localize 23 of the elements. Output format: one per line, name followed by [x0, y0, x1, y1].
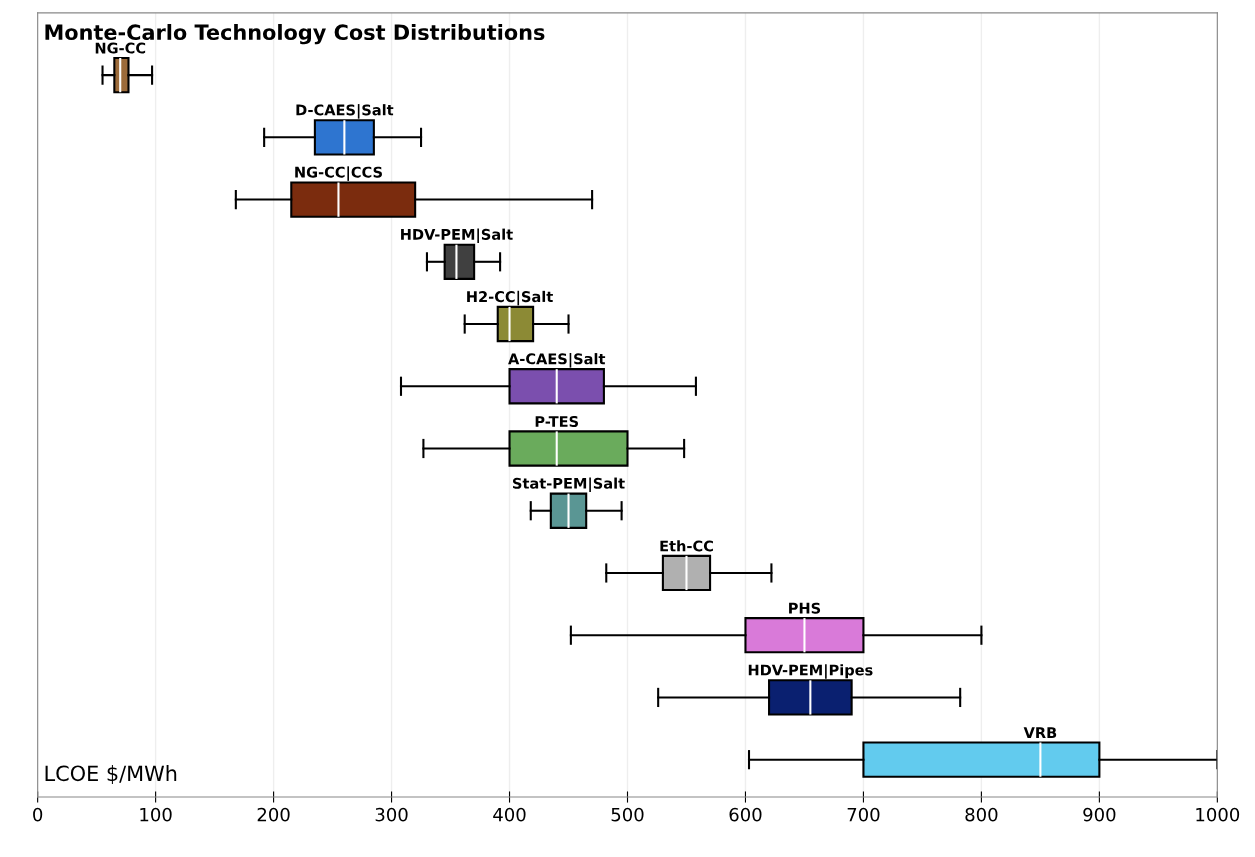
y-tick-label: VRB — [1023, 727, 1057, 738]
x-tick-label: 100 — [140, 807, 172, 822]
x-axis-title: LCOE $/MWh — [45, 765, 177, 784]
x-tick-label: 600 — [729, 807, 762, 822]
y-tick-label: HDV-PEM|Salt — [401, 228, 513, 244]
y-tick-label: D-CAES|Salt — [296, 104, 394, 119]
y-tick-label: A-CAES|Salt — [508, 353, 606, 368]
x-tick-label: 0 — [33, 807, 43, 822]
y-tick-label: Stat-PEM|Salt — [512, 477, 625, 493]
x-tick-label: 800 — [965, 807, 998, 822]
x-tick-label: 300 — [375, 807, 408, 822]
x-tick-label: 500 — [611, 807, 644, 822]
y-tick-label: HDV-PEM|Pipes — [748, 664, 873, 679]
x-tick-label: 1000 — [1196, 807, 1240, 822]
y-tick-label: Eth-CC — [660, 540, 713, 552]
x-tick-label: 400 — [493, 807, 526, 822]
y-tick-label: P-TES — [535, 415, 579, 427]
x-tick-label: 200 — [257, 807, 290, 822]
y-tick-label: NG-CC|CCS — [295, 166, 382, 181]
x-tick-label: 900 — [1083, 807, 1116, 822]
y-tick-label: H2-CC|Salt — [467, 290, 553, 306]
x-tick-label: 700 — [847, 807, 880, 822]
y-tick-label: PHS — [789, 602, 821, 614]
